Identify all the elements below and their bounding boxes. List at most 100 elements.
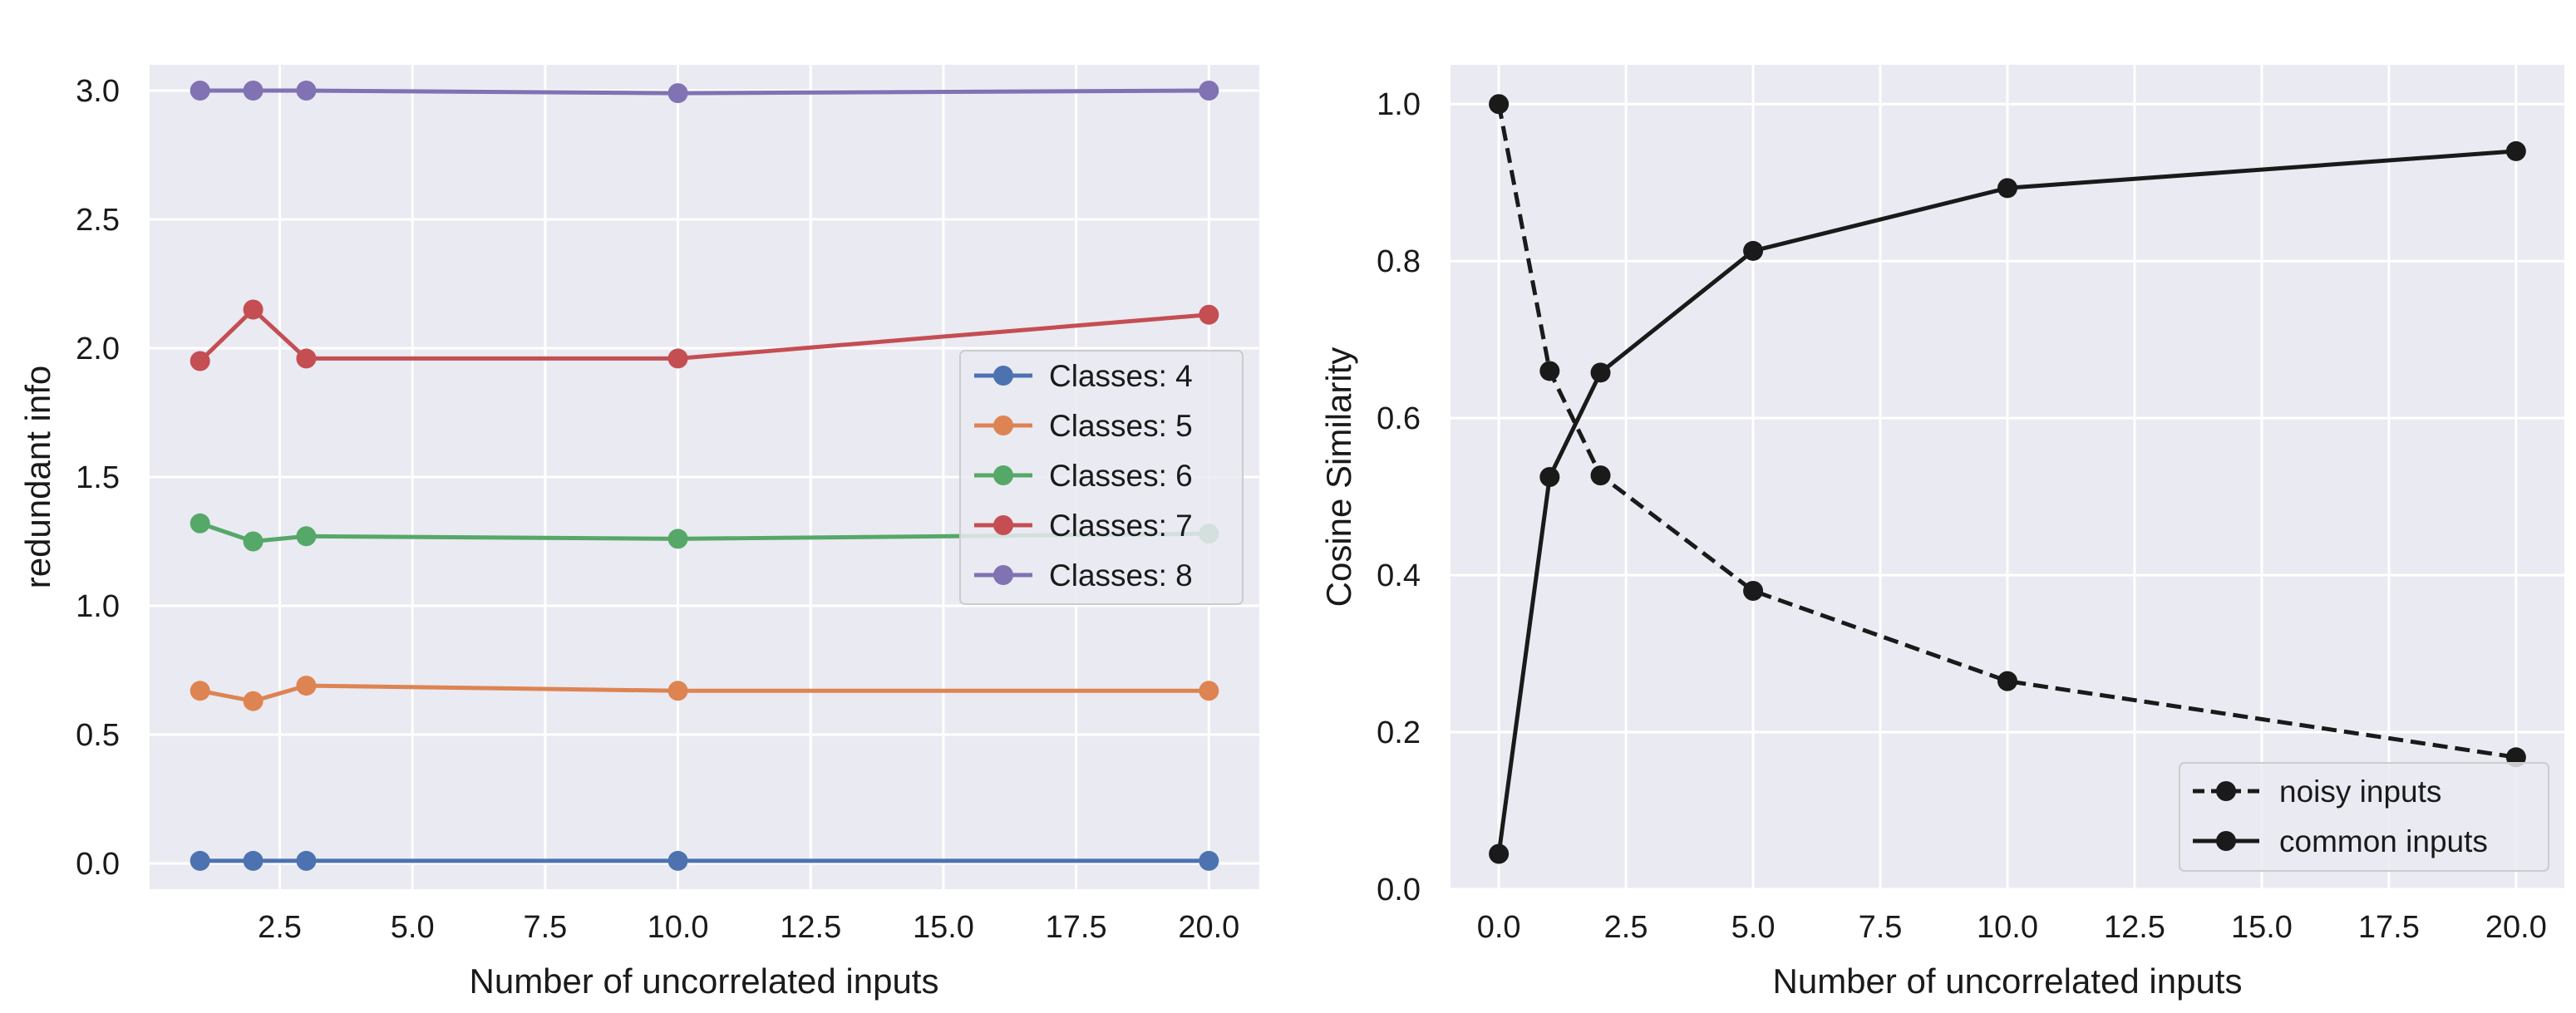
left-legend-marker xyxy=(993,416,1013,435)
right-y-tick-label: 0.4 xyxy=(1377,558,1421,593)
right-data-point xyxy=(1489,94,1510,115)
right-x-tick-label: 0.0 xyxy=(1477,910,1521,945)
right-x-tick-label: 20.0 xyxy=(2485,910,2547,945)
right-chart: 0.0 2.5 5.0 7.5 10.0 12.5 15.0 17.5 20.0 0.0 0.2 0… xyxy=(1319,65,2564,1001)
left-data-point xyxy=(190,850,210,871)
left-data-point xyxy=(667,348,688,369)
right-x-tick-label: 12.5 xyxy=(2104,910,2165,945)
left-y-tick-label: 0.0 xyxy=(76,847,120,882)
left-y-tick-label: 1.0 xyxy=(76,589,120,624)
left-data-point xyxy=(296,850,317,871)
left-x-tick-label: 2.5 xyxy=(258,910,302,945)
left-data-point xyxy=(1199,304,1219,325)
left-x-tick-label: 15.0 xyxy=(913,910,974,945)
left-legend-box xyxy=(959,350,1244,605)
left-data-point xyxy=(296,348,317,369)
right-series-line-1 xyxy=(1496,149,2517,854)
right-legend-label: noisy inputs xyxy=(2279,775,2441,809)
right-data-point xyxy=(1997,671,2017,691)
left-data-point xyxy=(243,850,264,871)
right-y-tick-label: 0.0 xyxy=(1377,873,1421,907)
left-legend-marker xyxy=(993,565,1013,585)
right-x-axis-label: Number of uncorrelated inputs xyxy=(1773,961,2243,1001)
left-x-tick-label: 20.0 xyxy=(1178,910,1239,945)
right-x-tick-label: 15.0 xyxy=(2231,910,2293,945)
left-chart: 2.5 5.0 7.5 10.0 12.5 15.0 17.5 20.0 0.0 0.5 1.0 1… xyxy=(18,65,1259,1001)
left-data-point xyxy=(667,529,688,549)
left-y-tick-label: 2.0 xyxy=(76,332,120,366)
left-legend-label: Classes: 7 xyxy=(1049,509,1193,543)
right-y-tick-label: 0.2 xyxy=(1377,715,1421,750)
left-data-point xyxy=(243,691,264,711)
left-data-point xyxy=(296,81,317,101)
left-data-point xyxy=(190,513,210,534)
left-legend-label: Classes: 5 xyxy=(1049,409,1193,443)
left-data-point xyxy=(667,83,688,104)
left-x-tick-label: 7.5 xyxy=(523,910,567,945)
left-x-tick-label: 10.0 xyxy=(648,910,709,945)
right-legend-label: common inputs xyxy=(2279,824,2488,858)
left-y-tick-label: 3.0 xyxy=(76,74,120,109)
left-data-point xyxy=(1199,81,1219,101)
right-data-point xyxy=(2505,140,2526,161)
right-x-tick-label: 2.5 xyxy=(1604,910,1648,945)
right-x-tick-labels: 0.0 2.5 5.0 7.5 10.0 12.5 15.0 17.5 20.0 xyxy=(1477,910,2547,945)
right-data-point xyxy=(1997,178,2017,199)
right-y-tick-label: 1.0 xyxy=(1377,87,1421,122)
left-legend-marker xyxy=(993,366,1013,386)
right-data-point xyxy=(1590,465,1611,486)
right-legend-marker xyxy=(2216,781,2236,801)
right-x-tick-label: 17.5 xyxy=(2358,910,2420,945)
left-y-tick-label: 2.5 xyxy=(76,203,120,238)
left-data-point xyxy=(667,681,688,701)
left-data-point xyxy=(1199,681,1219,701)
right-series-group xyxy=(1489,94,2526,864)
right-legend-marker xyxy=(2216,831,2236,851)
left-data-point xyxy=(667,850,688,871)
right-x-tick-label: 7.5 xyxy=(1859,910,1903,945)
right-y-tick-label: 0.8 xyxy=(1377,244,1421,279)
left-data-point xyxy=(190,81,210,101)
left-x-axis-label: Number of uncorrelated inputs xyxy=(470,961,939,1001)
right-data-point xyxy=(1489,843,1510,864)
left-x-tick-label: 12.5 xyxy=(780,910,841,945)
left-data-point xyxy=(1199,850,1219,871)
right-data-point xyxy=(1743,580,1764,601)
right-grid xyxy=(1451,65,2564,891)
left-legend-marker xyxy=(993,465,1013,485)
right-data-point xyxy=(1539,467,1560,487)
right-legend: noisy inputs common inputs xyxy=(2179,762,2549,872)
right-y-tick-labels: 0.0 0.2 0.4 0.6 0.8 1.0 xyxy=(1377,87,1421,907)
left-data-point xyxy=(243,531,264,552)
left-y-tick-labels: 0.0 0.5 1.0 1.5 2.0 2.5 3.0 xyxy=(76,74,120,882)
left-series-line-4 xyxy=(199,88,1209,96)
left-y-axis-label: redundant info xyxy=(18,366,57,589)
right-legend-box xyxy=(2179,762,2549,872)
left-x-tick-labels: 2.5 5.0 7.5 10.0 12.5 15.0 17.5 20.0 xyxy=(258,910,1239,945)
right-x-tick-label: 10.0 xyxy=(1977,910,2038,945)
left-legend-label: Classes: 8 xyxy=(1049,558,1193,593)
left-y-tick-label: 0.5 xyxy=(76,718,120,753)
left-data-point xyxy=(296,676,317,696)
right-x-tick-label: 5.0 xyxy=(1731,910,1776,945)
left-data-point xyxy=(243,299,264,320)
left-grid xyxy=(150,65,1259,889)
left-x-tick-label: 5.0 xyxy=(391,910,435,945)
left-legend-label: Classes: 6 xyxy=(1049,459,1193,493)
right-y-axis-label: Cosine Similarity xyxy=(1319,347,1358,607)
right-data-point xyxy=(1539,361,1560,381)
left-series-group xyxy=(190,81,1219,871)
left-x-tick-label: 17.5 xyxy=(1046,910,1107,945)
left-data-point xyxy=(190,351,210,371)
right-data-point xyxy=(1590,362,1611,383)
right-data-point xyxy=(1743,240,1764,261)
left-legend-label: Classes: 4 xyxy=(1049,359,1193,393)
left-legend: Classes: 4 Classes: 5 Classes: 6 Classes: 7… xyxy=(959,350,1244,605)
left-data-point xyxy=(190,681,210,701)
left-data-point xyxy=(296,526,317,547)
left-legend-marker xyxy=(993,515,1013,535)
left-data-point xyxy=(243,81,264,101)
left-y-tick-label: 1.5 xyxy=(76,460,120,495)
right-series-line-0 xyxy=(1496,103,2517,760)
